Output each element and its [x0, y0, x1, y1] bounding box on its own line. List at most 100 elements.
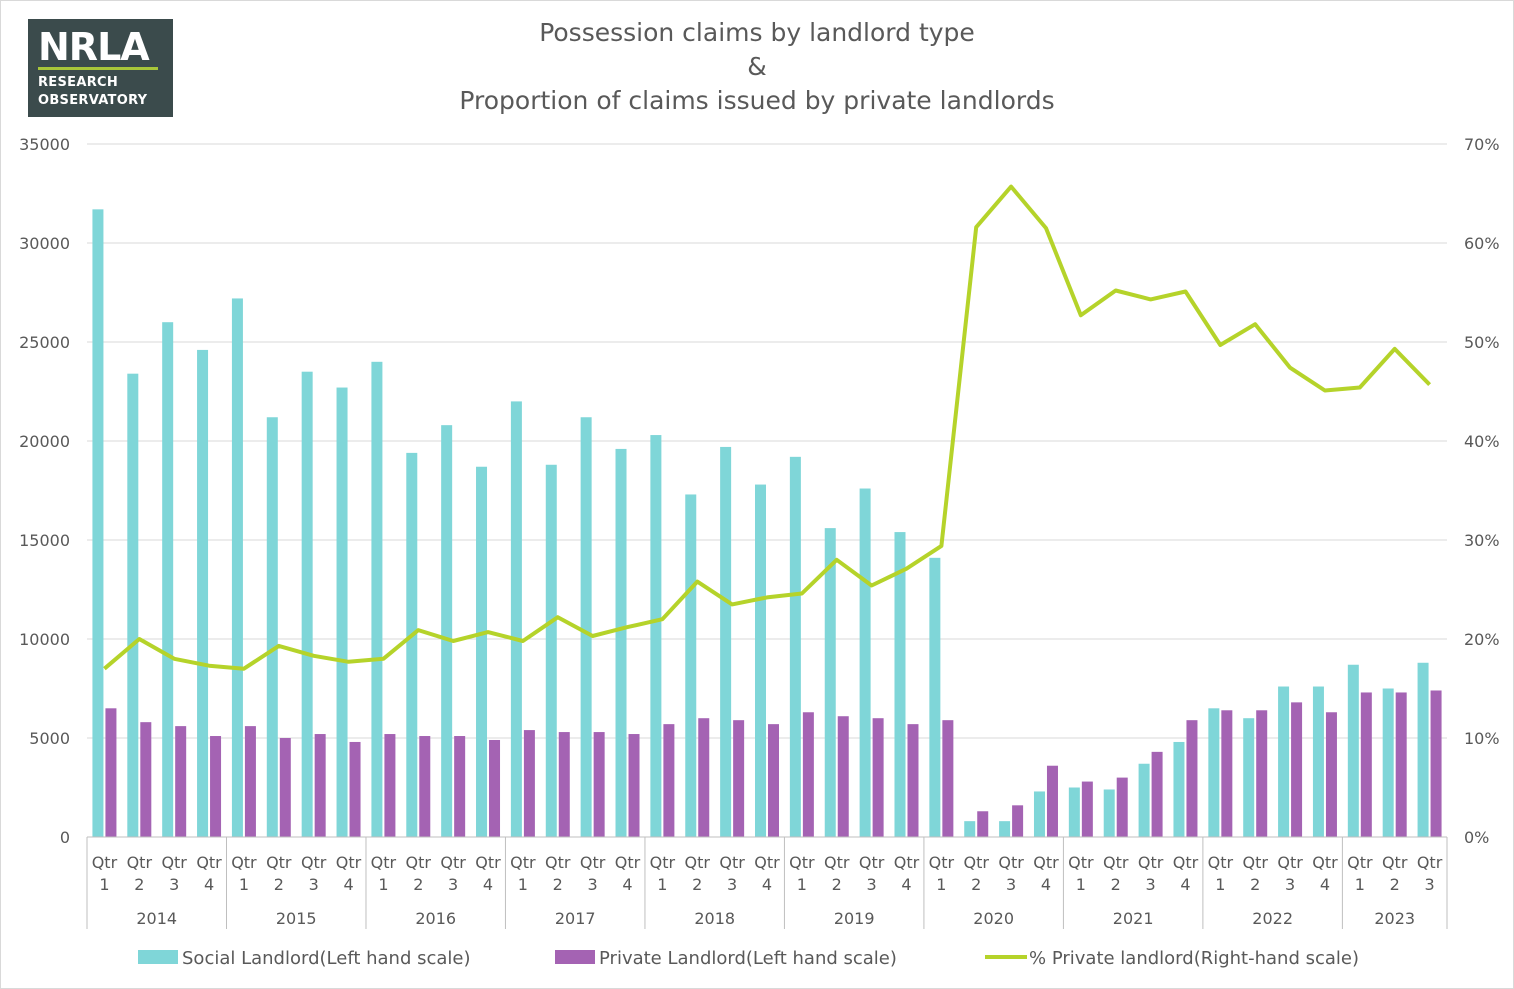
- year-label: 2014: [136, 909, 177, 928]
- quarter-tick-number: 3: [1006, 875, 1016, 894]
- social-landlord-bar: [266, 417, 278, 837]
- quarter-tick-number: 4: [762, 875, 772, 894]
- left-tick-label: 25000: [19, 333, 70, 352]
- quarter-tick-label: Qtr: [545, 853, 571, 872]
- social-landlord-bar: [510, 401, 522, 837]
- private-landlord-bar: [419, 736, 431, 837]
- social-landlord-bar: [1243, 718, 1255, 837]
- private-landlord-bar: [1395, 692, 1407, 837]
- quarter-tick-label: Qtr: [754, 853, 780, 872]
- quarter-tick-label: Qtr: [998, 853, 1024, 872]
- quarter-tick-number: 1: [1076, 875, 1086, 894]
- quarter-tick-label: Qtr: [1068, 853, 1094, 872]
- private-landlord-bar: [1256, 710, 1268, 837]
- social-landlord-bar: [999, 821, 1011, 837]
- percentage-line: [103, 184, 1432, 671]
- private-landlord-bar: [802, 712, 814, 837]
- right-tick-label: 60%: [1464, 234, 1500, 253]
- quarter-tick-number: 1: [99, 875, 109, 894]
- left-tick-label: 5000: [29, 729, 70, 748]
- quarter-tick-number: 2: [274, 875, 284, 894]
- quarter-tick-number: 1: [1355, 875, 1365, 894]
- quarter-tick-label: Qtr: [301, 853, 327, 872]
- quarter-tick-label: Qtr: [1347, 853, 1373, 872]
- left-tick-label: 35000: [19, 135, 70, 154]
- private-landlord-bar: [1291, 702, 1303, 837]
- right-axis: 0% 10% 20% 30% 40% 50% 60% 70%: [1464, 135, 1500, 847]
- private-percentage-line: [103, 184, 1432, 671]
- legend-label: Private Landlord(Left hand scale): [599, 948, 897, 969]
- quarter-tick-number: 1: [239, 875, 249, 894]
- right-tick-label: 50%: [1464, 333, 1500, 352]
- chart-title-line2: &: [747, 52, 767, 81]
- quarter-tick-label: Qtr: [336, 853, 362, 872]
- quarter-tick-label: Qtr: [859, 853, 885, 872]
- right-tick-label: 70%: [1464, 135, 1500, 154]
- quarter-tick-label: Qtr: [719, 853, 745, 872]
- year-label: 2017: [555, 909, 596, 928]
- quarter-tick-number: 3: [1285, 875, 1295, 894]
- legend-label: Social Landlord(Left hand scale): [182, 948, 471, 969]
- quarter-tick-label: Qtr: [510, 853, 536, 872]
- quarter-tick-number: 3: [727, 875, 737, 894]
- quarter-tick-number: 2: [1250, 875, 1260, 894]
- quarter-tick-number: 3: [867, 875, 877, 894]
- left-tick-label: 10000: [19, 630, 70, 649]
- quarter-tick-number: 4: [204, 875, 214, 894]
- social-landlord-bar: [615, 448, 627, 837]
- quarter-tick-label: Qtr: [475, 853, 501, 872]
- quarter-tick-number: 4: [1041, 875, 1051, 894]
- quarter-tick-label: Qtr: [266, 853, 292, 872]
- legend-label: % Private landlord(Right-hand scale): [1029, 948, 1359, 969]
- social-landlord-bar: [1173, 741, 1185, 837]
- logo-accent-bar: [38, 67, 158, 70]
- private-landlord-bar: [1081, 781, 1093, 837]
- social-landlord-bar: [92, 209, 104, 838]
- chart-title-line3: Proportion of claims issued by private l…: [459, 86, 1055, 115]
- right-tick-label: 20%: [1464, 630, 1500, 649]
- quarter-tick-label: Qtr: [580, 853, 606, 872]
- social-landlord-bar: [127, 373, 139, 837]
- legend-swatch: [138, 950, 178, 964]
- quarter-tick-number: 4: [343, 875, 353, 894]
- social-landlord-bar: [197, 349, 209, 837]
- social-landlord-bar: [1312, 686, 1324, 837]
- social-landlord-bar: [1033, 791, 1045, 837]
- quarter-tick-label: Qtr: [406, 853, 432, 872]
- social-landlord-bar: [1068, 787, 1080, 837]
- private-landlord-bar: [907, 724, 919, 837]
- social-landlord-bar: [720, 446, 732, 837]
- bars: [92, 209, 1442, 838]
- quarter-tick-number: 2: [1111, 875, 1121, 894]
- quarter-tick-label: Qtr: [1208, 853, 1234, 872]
- social-landlord-bar: [650, 435, 662, 837]
- social-landlord-bar: [859, 488, 871, 837]
- social-landlord-bar: [1347, 664, 1359, 837]
- social-landlord-bar: [964, 821, 976, 837]
- private-landlord-bar: [1151, 751, 1163, 837]
- quarter-tick-number: 1: [797, 875, 807, 894]
- quarter-tick-number: 3: [588, 875, 598, 894]
- social-landlord-bar: [441, 425, 453, 837]
- year-label: 2020: [973, 909, 1014, 928]
- nrla-logo: NRLA RESEARCH OBSERVATORY: [28, 19, 173, 117]
- quarter-tick-number: 1: [518, 875, 528, 894]
- private-landlord-bar: [628, 734, 640, 837]
- quarter-tick-label: Qtr: [1382, 853, 1408, 872]
- private-landlord-bar: [489, 739, 501, 837]
- quarter-tick-label: Qtr: [196, 853, 222, 872]
- logo-subtitle-line1: RESEARCH: [38, 75, 119, 90]
- left-tick-label: 20000: [19, 432, 70, 451]
- quarter-tick-number: 3: [1145, 875, 1155, 894]
- right-tick-label: 0%: [1464, 828, 1489, 847]
- quarter-tick-label: Qtr: [929, 853, 955, 872]
- private-landlord-bar: [558, 732, 570, 837]
- social-landlord-bar: [1103, 789, 1115, 837]
- x-axis: Qtr 1 Qtr 2 Qtr 3 Qtr 4 2014 Qtr 1 Qtr 2 Qtr 3 Qtr 4 2015…: [86, 836, 1448, 929]
- social-landlord-bar: [1138, 763, 1150, 837]
- quarter-tick-label: Qtr: [1103, 853, 1129, 872]
- left-tick-label: 0: [60, 828, 70, 847]
- quarter-tick-label: Qtr: [1033, 853, 1059, 872]
- quarter-tick-label: Qtr: [92, 853, 118, 872]
- quarter-tick-label: Qtr: [371, 853, 397, 872]
